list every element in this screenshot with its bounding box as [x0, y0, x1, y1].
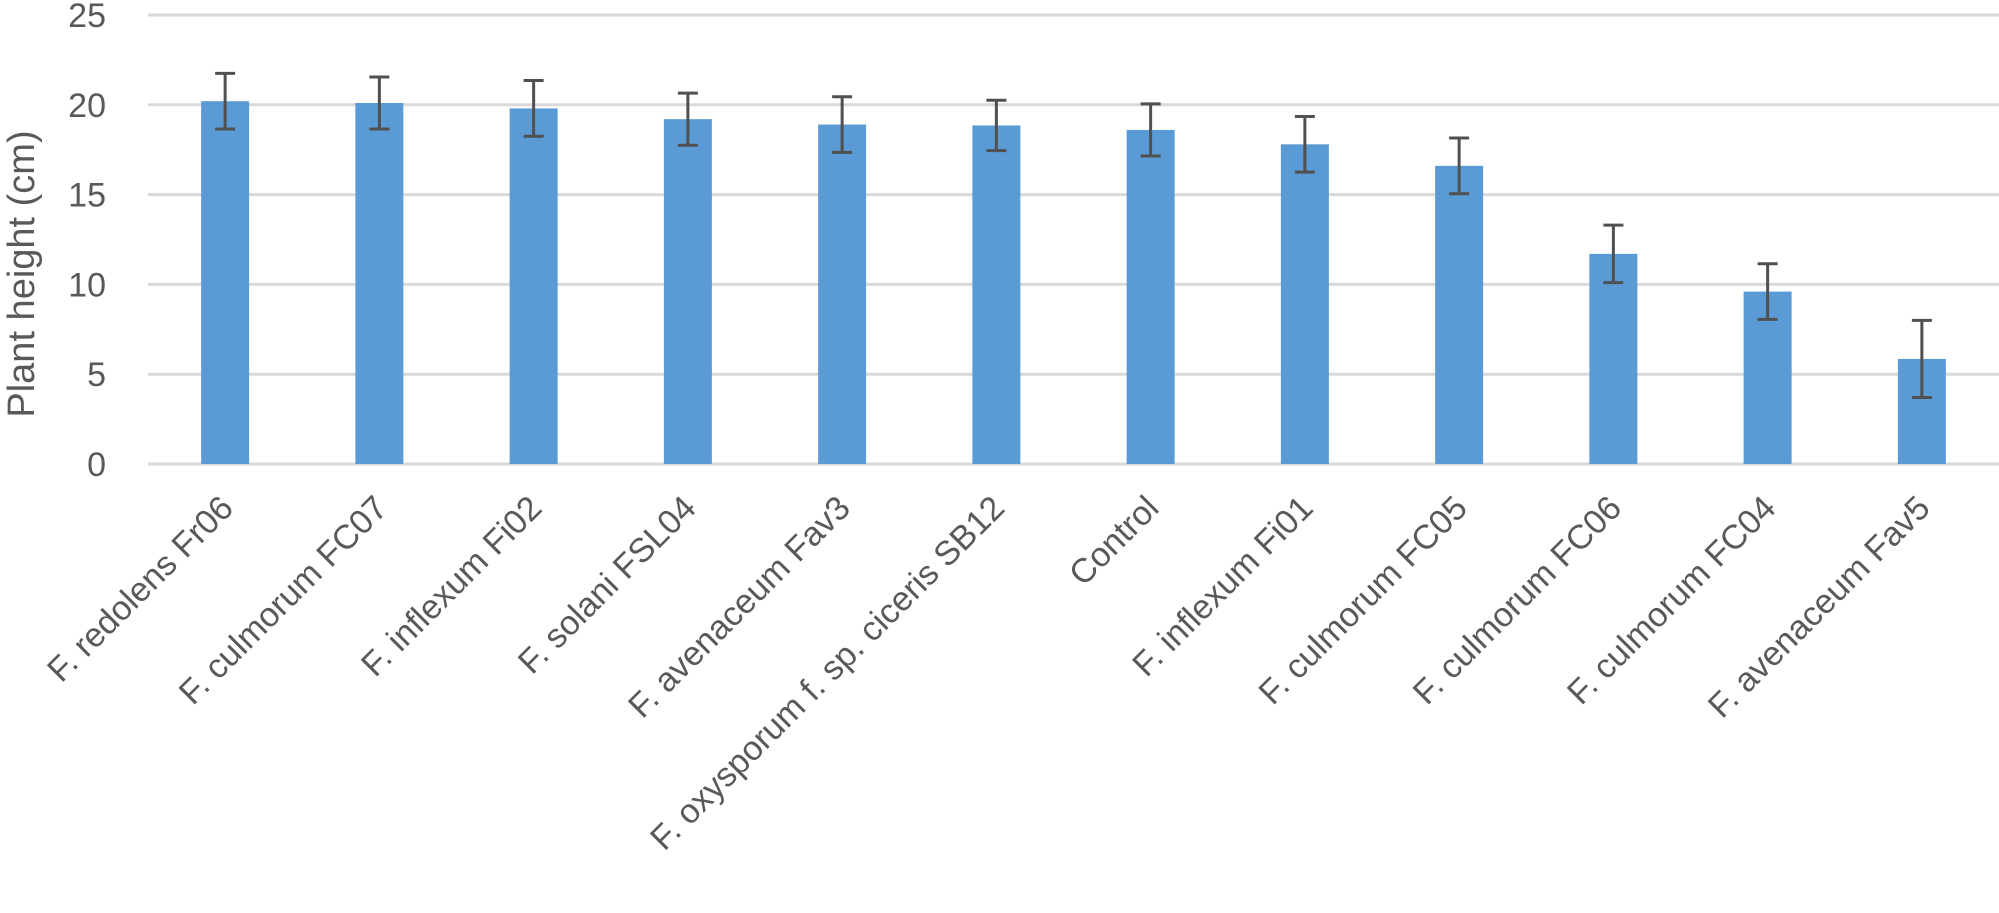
- gridlines: [148, 13, 1999, 466]
- error-bar: [369, 75, 390, 131]
- error-bar: [986, 98, 1007, 153]
- y-tick-label: 15: [68, 177, 106, 215]
- bar: [355, 103, 404, 464]
- error-bar: [1140, 102, 1161, 158]
- error-bars: [215, 71, 1932, 400]
- error-bar: [1911, 318, 1932, 400]
- error-bar: [677, 91, 698, 147]
- y-tick-label: 0: [87, 446, 106, 484]
- error-bar: [1294, 114, 1315, 174]
- bar: [1126, 129, 1175, 464]
- y-tick-label: 20: [68, 87, 106, 125]
- bar: [1589, 253, 1638, 464]
- bar: [972, 125, 1021, 464]
- error-bar: [1603, 223, 1624, 285]
- y-axis-ticks: 0 5 10 15 20 25: [68, 0, 106, 484]
- error-bar: [832, 95, 853, 154]
- y-axis-title: Plant height (cm): [1, 130, 43, 417]
- bar: [201, 101, 250, 464]
- bar: [818, 124, 867, 464]
- bar: [1280, 144, 1329, 464]
- y-tick-label: 5: [87, 356, 106, 394]
- bar: [509, 108, 558, 464]
- bar: [1435, 165, 1484, 464]
- error-bar: [1757, 262, 1778, 321]
- x-category-label: Control: [1062, 489, 1166, 593]
- error-bar: [215, 71, 236, 131]
- bar: [663, 119, 712, 464]
- y-tick-label: 10: [68, 266, 106, 304]
- error-bar: [1449, 136, 1470, 196]
- error-bar: [523, 79, 544, 138]
- y-tick-label: 25: [68, 0, 106, 35]
- bars: [201, 101, 1946, 464]
